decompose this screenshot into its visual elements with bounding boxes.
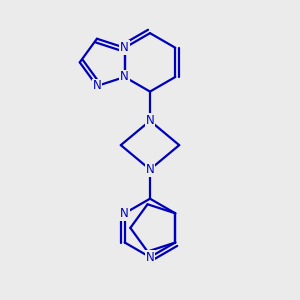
Text: N: N [120,41,129,54]
Text: N: N [120,207,129,220]
Text: N: N [120,70,129,83]
Text: N: N [146,250,154,264]
Text: N: N [120,70,129,83]
Text: N: N [146,114,154,127]
Text: N: N [92,80,101,92]
Text: N: N [120,207,129,220]
Text: N: N [146,163,154,176]
Text: N: N [120,70,129,83]
Text: N: N [146,163,154,176]
Text: N: N [92,80,101,92]
Text: N: N [146,250,154,264]
Text: N: N [146,114,154,127]
Text: N: N [120,41,129,54]
Text: N: N [120,41,129,54]
